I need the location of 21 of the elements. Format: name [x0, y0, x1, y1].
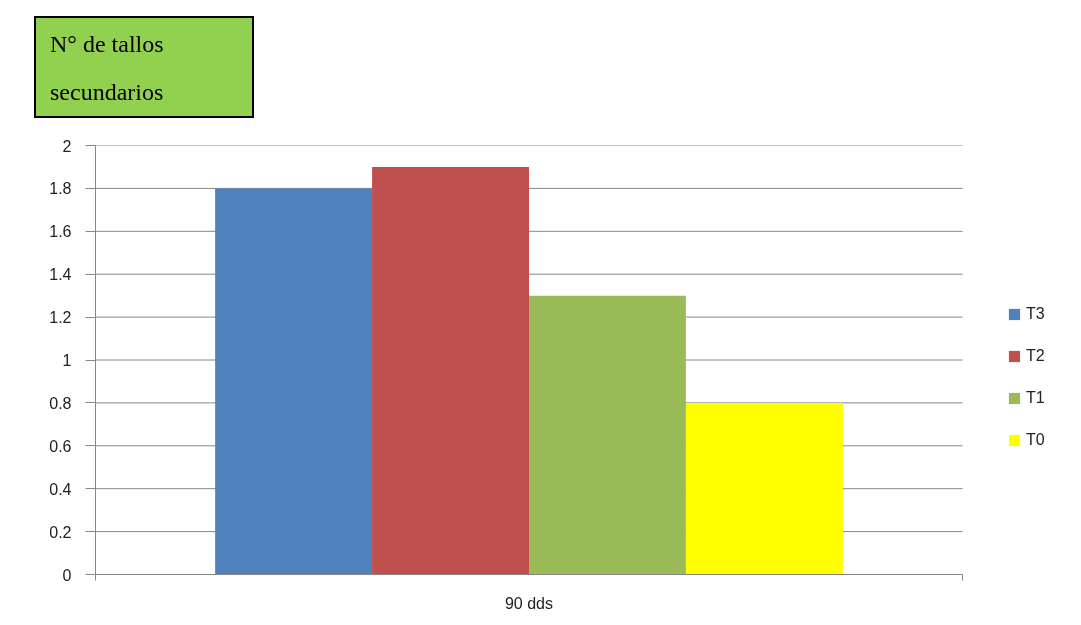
y-tick-label: 0.4 [49, 480, 72, 498]
bar [215, 188, 373, 575]
y-tick-label: 1 [62, 352, 72, 369]
y-tick-label: 1.2 [49, 309, 72, 327]
y-tick-label: 1.6 [49, 223, 72, 241]
y-tick-label: 0 [62, 566, 72, 584]
y-tick-label: 1.8 [49, 180, 72, 198]
legend-label: T1 [1026, 387, 1046, 408]
bar [529, 295, 686, 575]
bar [685, 402, 843, 575]
y-tick-label: 0.2 [49, 523, 72, 541]
y-tick-label: 1.4 [49, 266, 72, 284]
x-tick-label: 90 dds [504, 594, 554, 612]
y-tick-label: 2 [62, 137, 72, 155]
bar [372, 166, 529, 575]
chart-title: N° de tallos secundarios [34, 16, 254, 118]
legend-label: T3 [1026, 303, 1046, 324]
y-tick-label: 0.8 [49, 394, 72, 412]
y-tick-label: 0.6 [49, 437, 72, 455]
legend-label: T0 [1026, 429, 1046, 450]
legend-label: T2 [1026, 345, 1046, 366]
